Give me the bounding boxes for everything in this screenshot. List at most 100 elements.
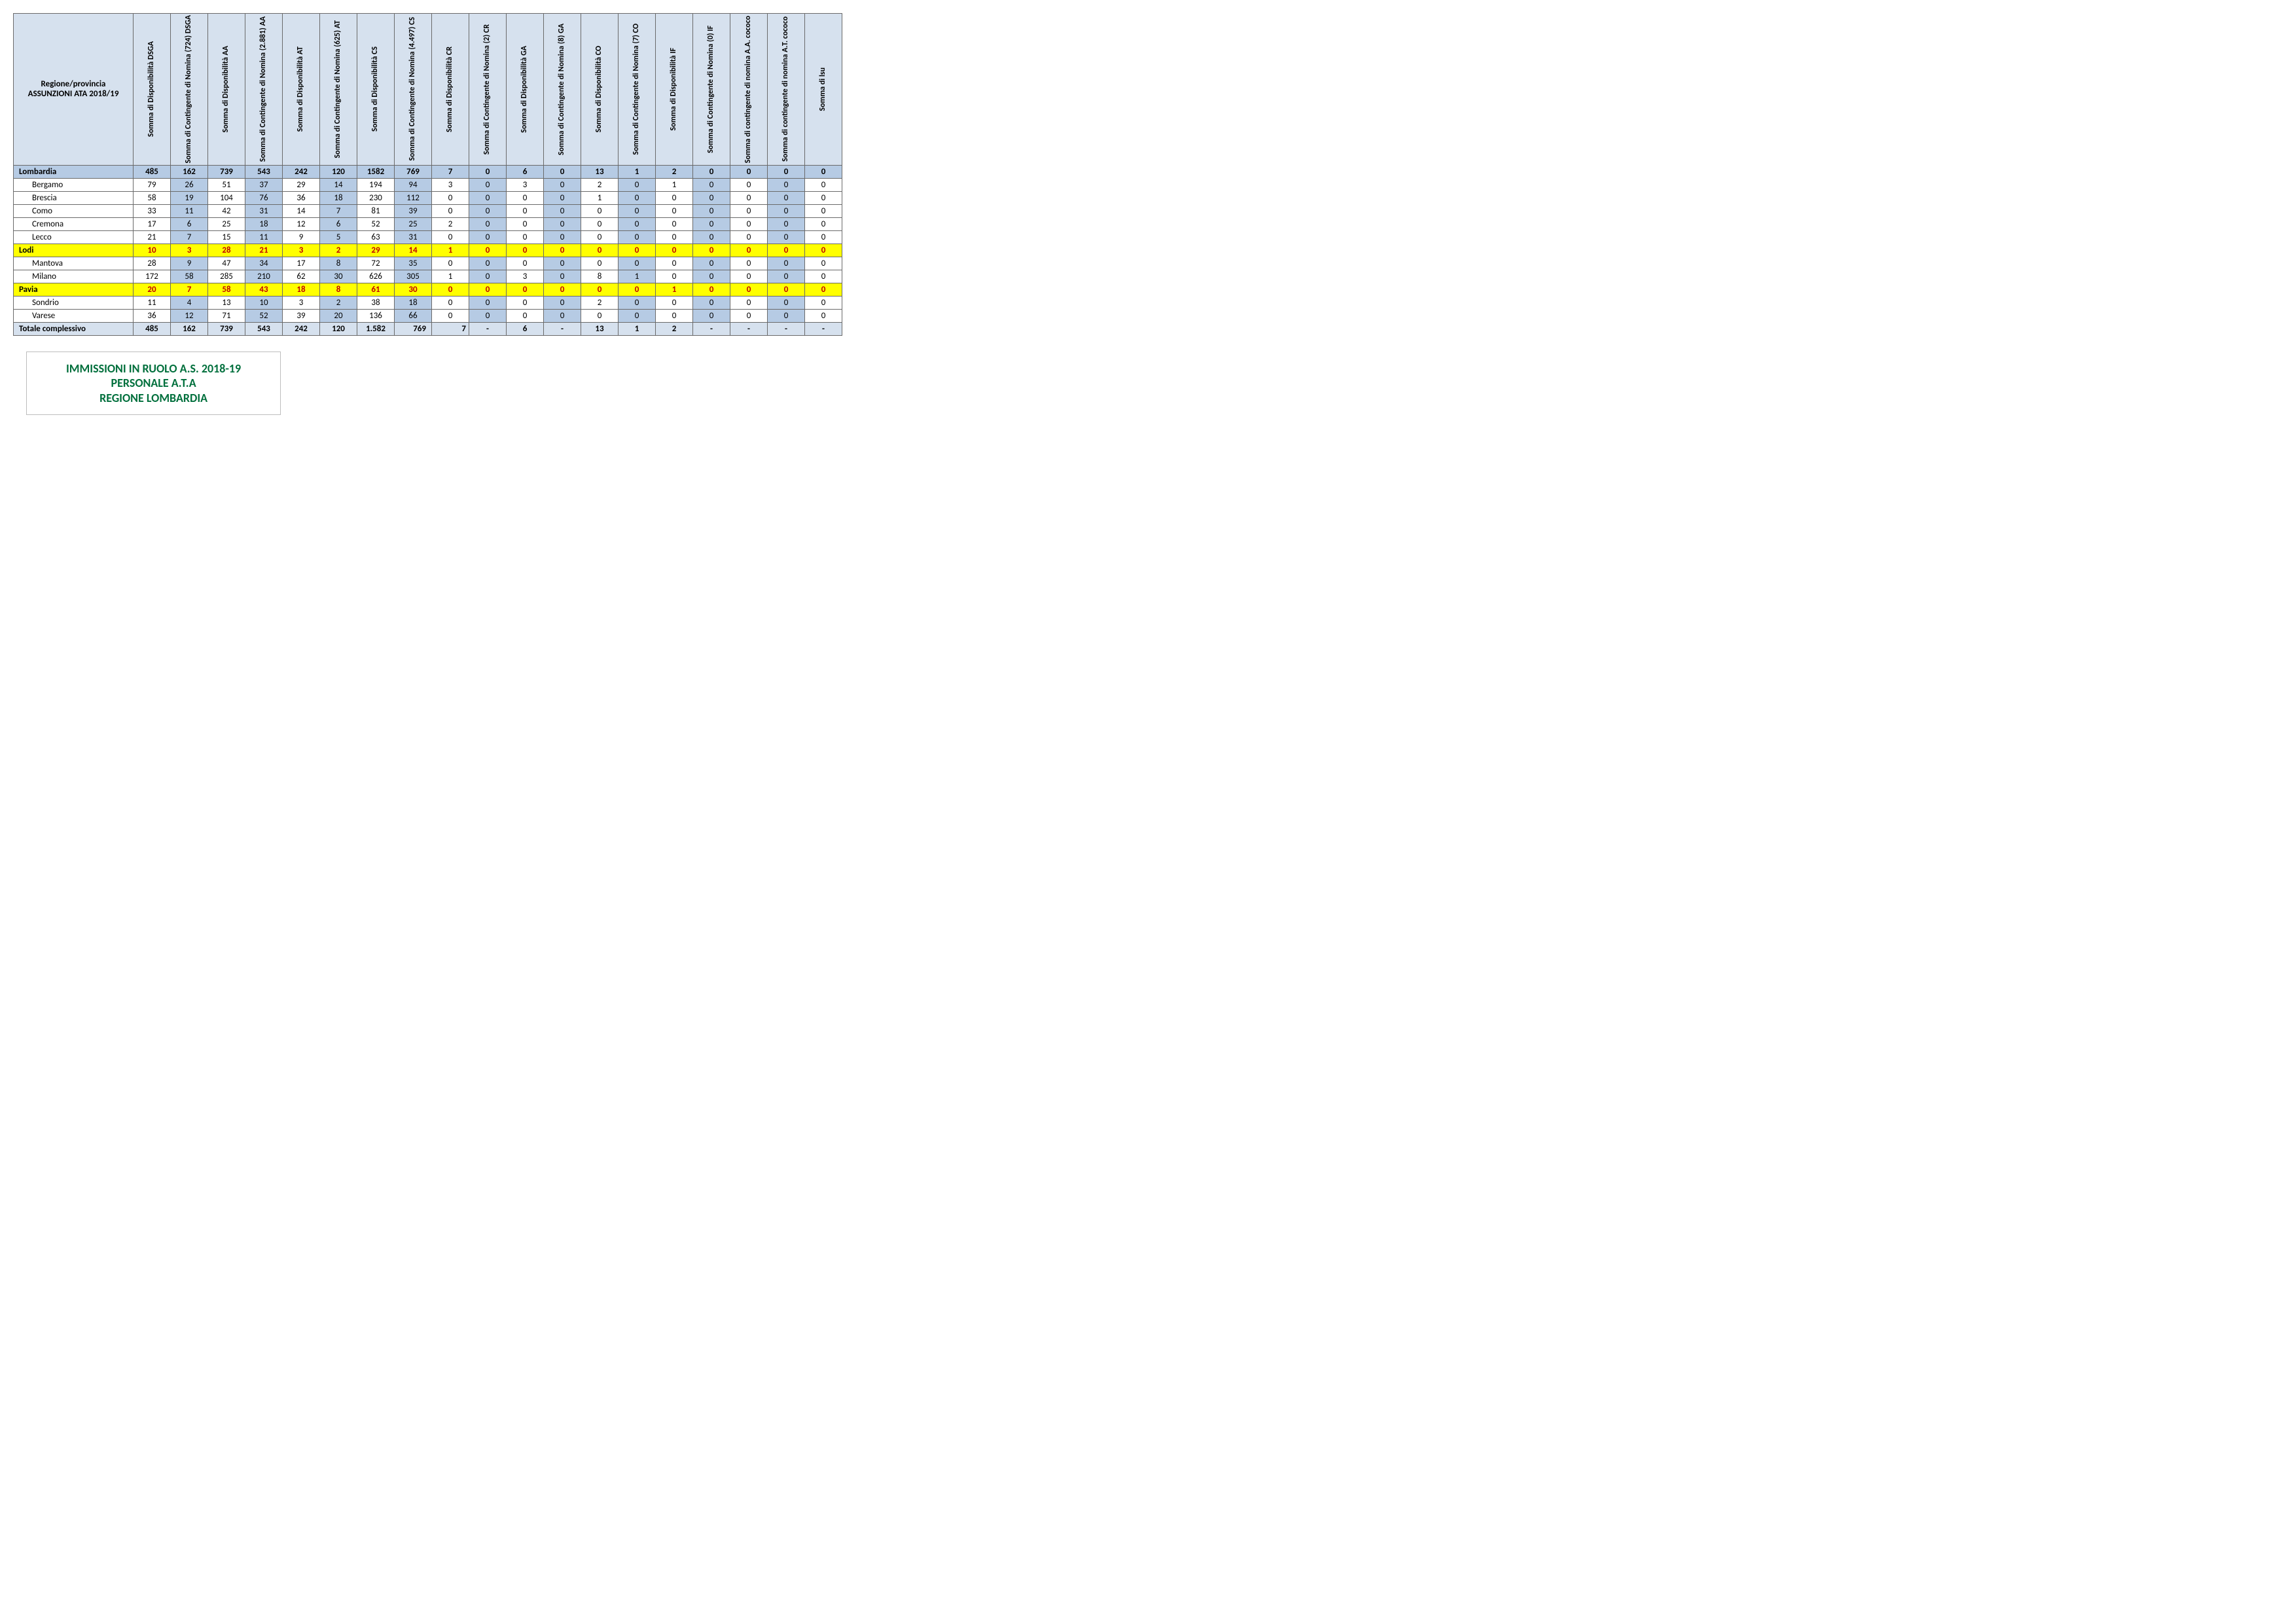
- data-cell: 6: [507, 165, 544, 178]
- caption-line-2: PERSONALE A.T.A: [66, 376, 241, 391]
- data-cell: 120: [320, 165, 357, 178]
- data-cell: 26: [171, 178, 208, 191]
- data-cell: 0: [432, 283, 469, 296]
- data-cell: 0: [507, 257, 544, 270]
- data-cell: 0: [656, 217, 693, 230]
- row-label: Pavia: [14, 283, 134, 296]
- column-header: Somma di Disponibilità AT: [283, 14, 320, 166]
- data-cell: 0: [507, 204, 544, 217]
- data-cell: 0: [619, 204, 656, 217]
- data-cell: 28: [208, 244, 245, 257]
- data-cell: 136: [357, 309, 395, 322]
- data-cell: 10: [245, 296, 283, 309]
- data-cell: 0: [544, 257, 581, 270]
- data-cell: 0: [581, 283, 619, 296]
- data-cell: 0: [730, 283, 768, 296]
- data-cell: 0: [544, 191, 581, 204]
- data-cell: 0: [544, 270, 581, 283]
- data-cell: 72: [357, 257, 395, 270]
- data-cell: 0: [619, 191, 656, 204]
- column-header: Somma di lsu: [805, 14, 842, 166]
- data-cell: 0: [469, 165, 507, 178]
- data-cell: 17: [134, 217, 171, 230]
- data-cell: 58: [171, 270, 208, 283]
- data-cell: 0: [469, 244, 507, 257]
- data-cell: 0: [693, 204, 730, 217]
- data-cell: 1.582: [357, 322, 395, 335]
- data-cell: 36: [134, 309, 171, 322]
- data-cell: 1: [581, 191, 619, 204]
- data-cell: 0: [507, 230, 544, 244]
- highlight-row: Lodi103282132291410000000000: [14, 244, 842, 257]
- data-cell: 0: [693, 244, 730, 257]
- data-cell: 25: [208, 217, 245, 230]
- data-cell: 172: [134, 270, 171, 283]
- data-cell: 66: [395, 309, 432, 322]
- data-cell: 0: [544, 244, 581, 257]
- data-cell: 0: [619, 244, 656, 257]
- data-cell: 6: [507, 322, 544, 335]
- data-cell: 36: [283, 191, 320, 204]
- row-label: Como: [14, 204, 134, 217]
- data-cell: 38: [357, 296, 395, 309]
- data-cell: 79: [134, 178, 171, 191]
- data-cell: 0: [730, 178, 768, 191]
- row-label: Milano: [14, 270, 134, 283]
- data-cell: 485: [134, 165, 171, 178]
- data-cell: 0: [768, 244, 805, 257]
- province-row: Bergamo7926513729141949430302010000: [14, 178, 842, 191]
- row-label: Mantova: [14, 257, 134, 270]
- data-cell: 29: [357, 244, 395, 257]
- data-cell: 305: [395, 270, 432, 283]
- data-cell: 3: [283, 296, 320, 309]
- data-cell: 1: [619, 270, 656, 283]
- data-cell: 0: [469, 217, 507, 230]
- data-cell: 194: [357, 178, 395, 191]
- data-cell: 0: [544, 309, 581, 322]
- data-cell: 35: [395, 257, 432, 270]
- province-row: Milano17258285210623062630510308100000: [14, 270, 842, 283]
- data-cell: -: [693, 322, 730, 335]
- column-header: Somma di contingente di nomina A.T. coco…: [768, 14, 805, 166]
- data-cell: 9: [283, 230, 320, 244]
- data-cell: 19: [171, 191, 208, 204]
- data-cell: 18: [320, 191, 357, 204]
- data-cell: 0: [469, 283, 507, 296]
- data-cell: 29: [283, 178, 320, 191]
- data-cell: 0: [730, 165, 768, 178]
- column-header: Somma di Contingente di Nomina (2) CR: [469, 14, 507, 166]
- data-cell: 7: [432, 322, 469, 335]
- data-cell: 0: [768, 230, 805, 244]
- row-label: Sondrio: [14, 296, 134, 309]
- data-cell: 739: [208, 322, 245, 335]
- data-cell: 0: [619, 257, 656, 270]
- column-header: Somma di Contingente di Nomina (625) AT: [320, 14, 357, 166]
- data-cell: 21: [245, 244, 283, 257]
- data-cell: 0: [656, 191, 693, 204]
- data-cell: 0: [656, 230, 693, 244]
- data-cell: 31: [395, 230, 432, 244]
- data-cell: 0: [730, 204, 768, 217]
- data-cell: 1: [656, 178, 693, 191]
- column-header: Somma di Contingente di Nomina (0) IF: [693, 14, 730, 166]
- data-cell: 0: [581, 230, 619, 244]
- row-label: Varese: [14, 309, 134, 322]
- data-cell: 2: [432, 217, 469, 230]
- data-cell: 0: [693, 230, 730, 244]
- data-cell: 0: [805, 178, 842, 191]
- data-cell: 0: [544, 230, 581, 244]
- data-cell: 13: [581, 165, 619, 178]
- table-body: Lombardia4851627395432421201582769706013…: [14, 165, 842, 335]
- column-header: Somma di Disponibilità CS: [357, 14, 395, 166]
- data-cell: 1582: [357, 165, 395, 178]
- data-cell: 3: [507, 270, 544, 283]
- data-cell: 739: [208, 165, 245, 178]
- data-cell: 58: [208, 283, 245, 296]
- row-label: Lecco: [14, 230, 134, 244]
- data-cell: -: [768, 322, 805, 335]
- data-cell: 120: [320, 322, 357, 335]
- data-cell: -: [730, 322, 768, 335]
- data-cell: 0: [469, 309, 507, 322]
- data-cell: 0: [581, 257, 619, 270]
- data-cell: 1: [619, 165, 656, 178]
